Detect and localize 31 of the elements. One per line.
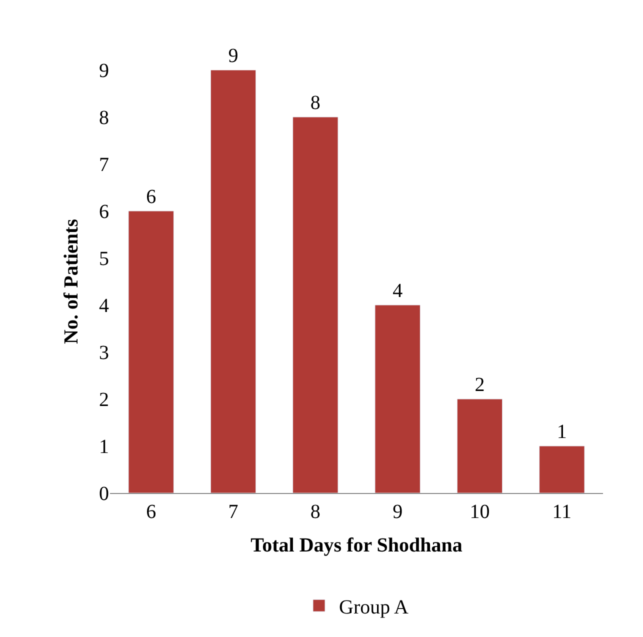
y-tick-label: 1 bbox=[99, 436, 109, 458]
y-tick-label: 2 bbox=[99, 389, 109, 411]
data-label: 2 bbox=[474, 374, 485, 396]
bar bbox=[292, 116, 338, 493]
bar bbox=[210, 70, 256, 493]
x-axis-title: Total Days for Shodhana bbox=[250, 534, 462, 556]
legend-label: Group A bbox=[339, 596, 409, 618]
data-label: 8 bbox=[310, 92, 320, 114]
y-tick-label: 7 bbox=[99, 154, 109, 176]
x-tick-label: 8 bbox=[310, 501, 320, 523]
x-tick-label: 9 bbox=[392, 501, 403, 523]
y-axis-title: No. of Patients bbox=[60, 218, 82, 344]
x-tick-label: 11 bbox=[552, 501, 572, 523]
y-tick-label: 8 bbox=[99, 107, 109, 129]
y-tick-label: 6 bbox=[99, 201, 109, 223]
x-tick-label: 10 bbox=[470, 501, 490, 523]
data-label: 9 bbox=[228, 45, 238, 67]
x-tick-label: 7 bbox=[228, 501, 238, 523]
y-tick-label: 3 bbox=[99, 342, 109, 364]
y-tick-label: 0 bbox=[99, 483, 109, 505]
bar bbox=[456, 398, 503, 493]
bar bbox=[374, 304, 420, 493]
y-tick-label: 5 bbox=[99, 248, 109, 270]
data-label: 4 bbox=[392, 280, 403, 302]
y-tick-label: 9 bbox=[99, 60, 109, 82]
bar bbox=[539, 446, 585, 493]
data-label: 1 bbox=[556, 421, 567, 443]
bar bbox=[128, 210, 174, 493]
data-label: 6 bbox=[146, 186, 156, 208]
y-tick-label: 4 bbox=[99, 295, 109, 317]
x-tick-label: 6 bbox=[146, 501, 156, 523]
